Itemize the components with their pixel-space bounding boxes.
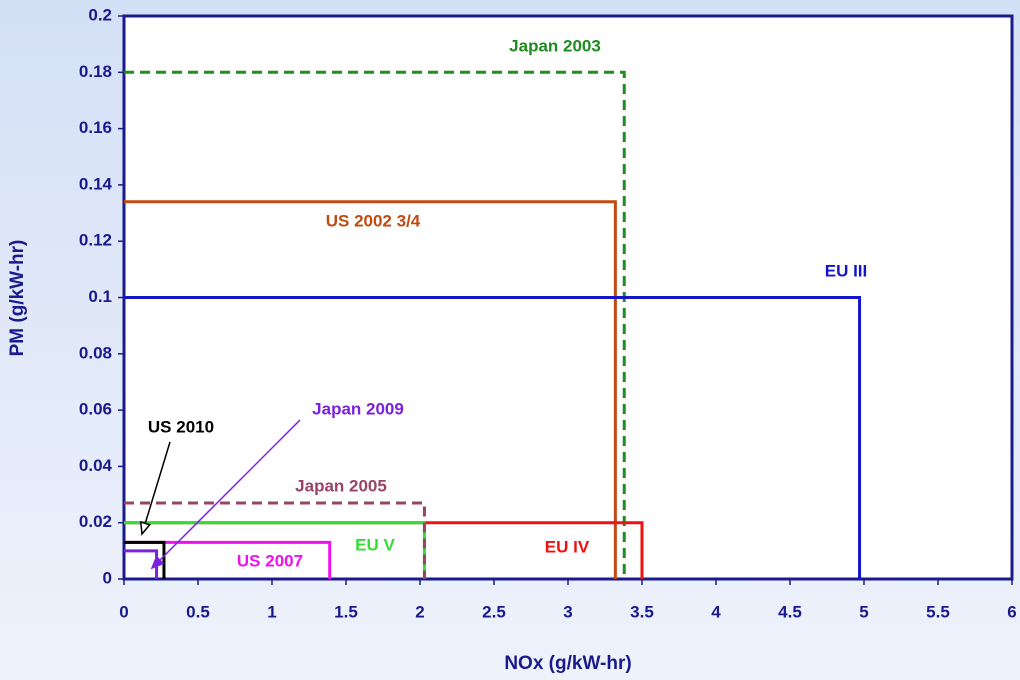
x-tick-label: 2.5 — [482, 602, 506, 621]
series-label: US 2007 — [237, 551, 303, 570]
y-tick-label: 0.08 — [79, 343, 112, 362]
annotation-arrow — [151, 419, 301, 569]
y-tick-label: 0 — [103, 568, 112, 587]
y-tick-label: 0.18 — [79, 62, 112, 81]
y-tick-label: 0.14 — [79, 174, 113, 193]
x-tick-label: 5 — [859, 602, 868, 621]
limit-box — [124, 501, 426, 579]
y-tick-label: 0.2 — [88, 5, 112, 24]
x-tick-label: 5.5 — [926, 602, 950, 621]
x-tick-label: 1.5 — [334, 602, 358, 621]
x-tick-label: 2 — [415, 602, 424, 621]
limit-box — [124, 549, 159, 579]
x-tick-label: 3.5 — [630, 602, 654, 621]
x-tick-label: 0.5 — [186, 602, 210, 621]
series-label: EU III — [825, 261, 868, 280]
y-tick-label: 0.16 — [79, 118, 112, 137]
x-tick-label: 6 — [1007, 602, 1016, 621]
series-label: Japan 2005 — [295, 476, 387, 495]
series-label: Japan 2009 — [312, 399, 404, 418]
x-tick-label: 0 — [119, 602, 128, 621]
x-axis-label: NOx (g/kW-hr) — [504, 653, 631, 674]
limit-box — [124, 540, 166, 579]
x-tick-label: 4 — [711, 602, 721, 621]
y-axis-label: PM (g/kW-hr) — [7, 240, 28, 357]
limit-box — [124, 70, 626, 579]
x-tick-label: 1 — [267, 602, 276, 621]
series-label: US 2010 — [148, 417, 214, 436]
limit-box — [124, 200, 617, 579]
y-tick-label: 0.02 — [79, 512, 112, 531]
series-label: EU V — [355, 535, 395, 554]
limit-box — [124, 296, 862, 579]
y-tick-label: 0.06 — [79, 400, 112, 419]
y-tick-label: 0.04 — [79, 456, 113, 475]
series-label: Japan 2003 — [509, 36, 601, 55]
arrow-head — [139, 521, 151, 536]
series-label: US 2002 3/4 — [326, 211, 421, 230]
arrow-head — [150, 555, 165, 570]
limit-box — [124, 540, 332, 579]
y-tick-label: 0.1 — [88, 287, 112, 306]
x-tick-label: 3 — [563, 602, 572, 621]
series-label: EU IV — [545, 537, 590, 556]
y-tick-label: 0.12 — [79, 231, 112, 250]
x-tick-label: 4.5 — [778, 602, 802, 621]
annotation-arrow — [141, 441, 171, 535]
